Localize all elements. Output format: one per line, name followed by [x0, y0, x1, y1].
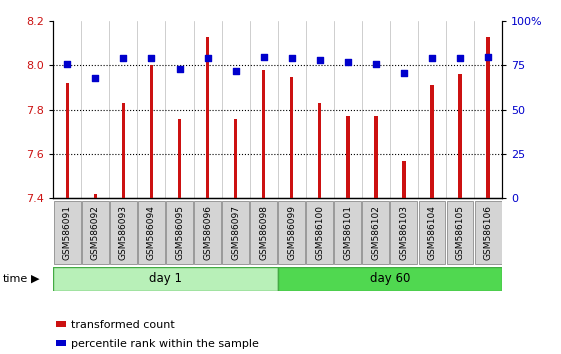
- FancyBboxPatch shape: [278, 201, 305, 264]
- Bar: [53, 267, 278, 291]
- Bar: [346, 116, 350, 198]
- FancyBboxPatch shape: [419, 201, 445, 264]
- Text: GSM586105: GSM586105: [456, 205, 465, 260]
- Point: [427, 56, 436, 61]
- Bar: [66, 83, 69, 198]
- Text: percentile rank within the sample: percentile rank within the sample: [71, 339, 259, 349]
- Point: [343, 59, 352, 65]
- Text: time: time: [3, 274, 28, 284]
- Bar: [278, 267, 502, 291]
- FancyBboxPatch shape: [362, 201, 389, 264]
- Text: day 1: day 1: [149, 273, 182, 285]
- Point: [287, 56, 296, 61]
- Bar: [318, 103, 321, 198]
- Text: GSM586091: GSM586091: [63, 205, 72, 260]
- FancyBboxPatch shape: [306, 201, 333, 264]
- Point: [147, 56, 156, 61]
- FancyBboxPatch shape: [194, 201, 221, 264]
- Text: GSM586095: GSM586095: [175, 205, 184, 260]
- Point: [484, 54, 493, 59]
- Point: [91, 75, 100, 81]
- Point: [315, 57, 324, 63]
- Bar: [94, 194, 97, 198]
- Point: [175, 66, 184, 72]
- Text: GSM586096: GSM586096: [203, 205, 212, 260]
- Text: GSM586099: GSM586099: [287, 205, 296, 260]
- FancyBboxPatch shape: [334, 201, 361, 264]
- FancyBboxPatch shape: [166, 201, 193, 264]
- Bar: [486, 37, 490, 198]
- Bar: [206, 37, 209, 198]
- FancyBboxPatch shape: [222, 201, 249, 264]
- Bar: [402, 161, 406, 198]
- Bar: [374, 116, 378, 198]
- Bar: [262, 70, 265, 198]
- FancyBboxPatch shape: [447, 201, 473, 264]
- Point: [203, 56, 212, 61]
- FancyBboxPatch shape: [82, 201, 109, 264]
- Bar: [430, 85, 434, 198]
- Text: GSM586097: GSM586097: [231, 205, 240, 260]
- Point: [119, 56, 128, 61]
- Bar: [234, 119, 237, 198]
- Point: [259, 54, 268, 59]
- FancyBboxPatch shape: [475, 201, 502, 264]
- Point: [63, 61, 72, 67]
- Text: GSM586094: GSM586094: [147, 205, 156, 260]
- FancyBboxPatch shape: [138, 201, 165, 264]
- FancyBboxPatch shape: [250, 201, 277, 264]
- Text: transformed count: transformed count: [71, 320, 174, 330]
- Text: GSM586093: GSM586093: [119, 205, 128, 260]
- Text: GSM586103: GSM586103: [399, 205, 408, 260]
- Bar: [178, 119, 181, 198]
- Text: GSM586104: GSM586104: [427, 205, 436, 260]
- Text: GSM586106: GSM586106: [484, 205, 493, 260]
- Text: GSM586092: GSM586092: [91, 205, 100, 260]
- Bar: [458, 74, 462, 198]
- Text: ▶: ▶: [31, 274, 39, 284]
- Text: GSM586102: GSM586102: [371, 205, 380, 260]
- Point: [231, 68, 240, 74]
- Text: day 60: day 60: [370, 273, 410, 285]
- Point: [371, 61, 380, 67]
- Bar: [122, 103, 125, 198]
- FancyBboxPatch shape: [390, 201, 417, 264]
- Text: GSM586101: GSM586101: [343, 205, 352, 260]
- Bar: [150, 65, 153, 198]
- Point: [456, 56, 465, 61]
- Point: [399, 70, 408, 75]
- Text: GSM586098: GSM586098: [259, 205, 268, 260]
- Bar: [290, 76, 293, 198]
- FancyBboxPatch shape: [110, 201, 137, 264]
- FancyBboxPatch shape: [54, 201, 81, 264]
- Text: GSM586100: GSM586100: [315, 205, 324, 260]
